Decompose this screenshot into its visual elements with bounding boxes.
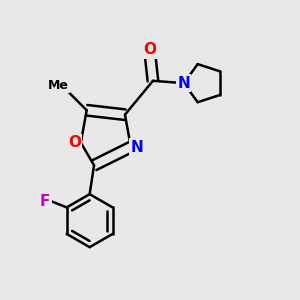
Text: O: O <box>68 135 81 150</box>
Text: O: O <box>143 42 157 57</box>
Text: Me: Me <box>48 79 69 92</box>
Text: F: F <box>40 194 50 209</box>
Text: N: N <box>130 140 143 154</box>
Text: N: N <box>178 76 190 91</box>
